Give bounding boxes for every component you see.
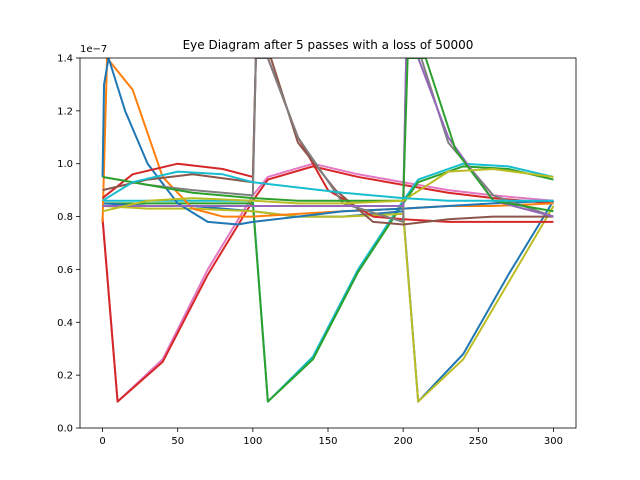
y-tick-label-1: 0.2 (57, 371, 73, 382)
series-line-15 (102, 170, 554, 202)
x-tick-label-150: 150 (318, 436, 337, 447)
y-axis-ticks: 0.0 0.2 0.4 0.6 0.8 1.0 1.2 1.4 (57, 54, 80, 435)
x-tick-label-100: 100 (243, 436, 262, 447)
y-tick-label-7: 1.4 (57, 54, 73, 65)
series-line-14 (102, 168, 554, 213)
y-axis-offset-label: 1e−7 (80, 44, 107, 55)
x-axis-ticks: 0 50 100 150 200 250 300 (99, 428, 563, 447)
y-tick-label-2: 0.4 (57, 318, 73, 329)
x-tick-label-300: 300 (544, 436, 563, 447)
y-tick-label-0: 0.0 (57, 424, 73, 435)
series-line-4 (102, 165, 554, 403)
x-tick-label-250: 250 (469, 436, 488, 447)
y-tick-label-6: 1.2 (57, 106, 73, 117)
series-line-13 (102, 58, 554, 213)
y-tick-label-4: 0.8 (57, 212, 73, 223)
plot-area (80, 58, 576, 428)
chart-title: Eye Diagram after 5 passes with a loss o… (183, 38, 474, 52)
series-layer (101, 58, 555, 403)
series-line-10 (102, 58, 554, 226)
series-line-11 (102, 58, 554, 223)
series-line-3 (102, 162, 554, 403)
x-tick-label-50: 50 (171, 436, 184, 447)
y-tick-label-5: 1.0 (57, 159, 73, 170)
series-line-1 (101, 162, 554, 403)
series-line-2 (101, 165, 554, 403)
x-tick-label-200: 200 (394, 436, 413, 447)
x-tick-label-0: 0 (99, 436, 105, 447)
series-line-8 (101, 58, 554, 226)
series-line-6 (102, 205, 555, 403)
y-tick-label-3: 0.6 (57, 265, 73, 276)
